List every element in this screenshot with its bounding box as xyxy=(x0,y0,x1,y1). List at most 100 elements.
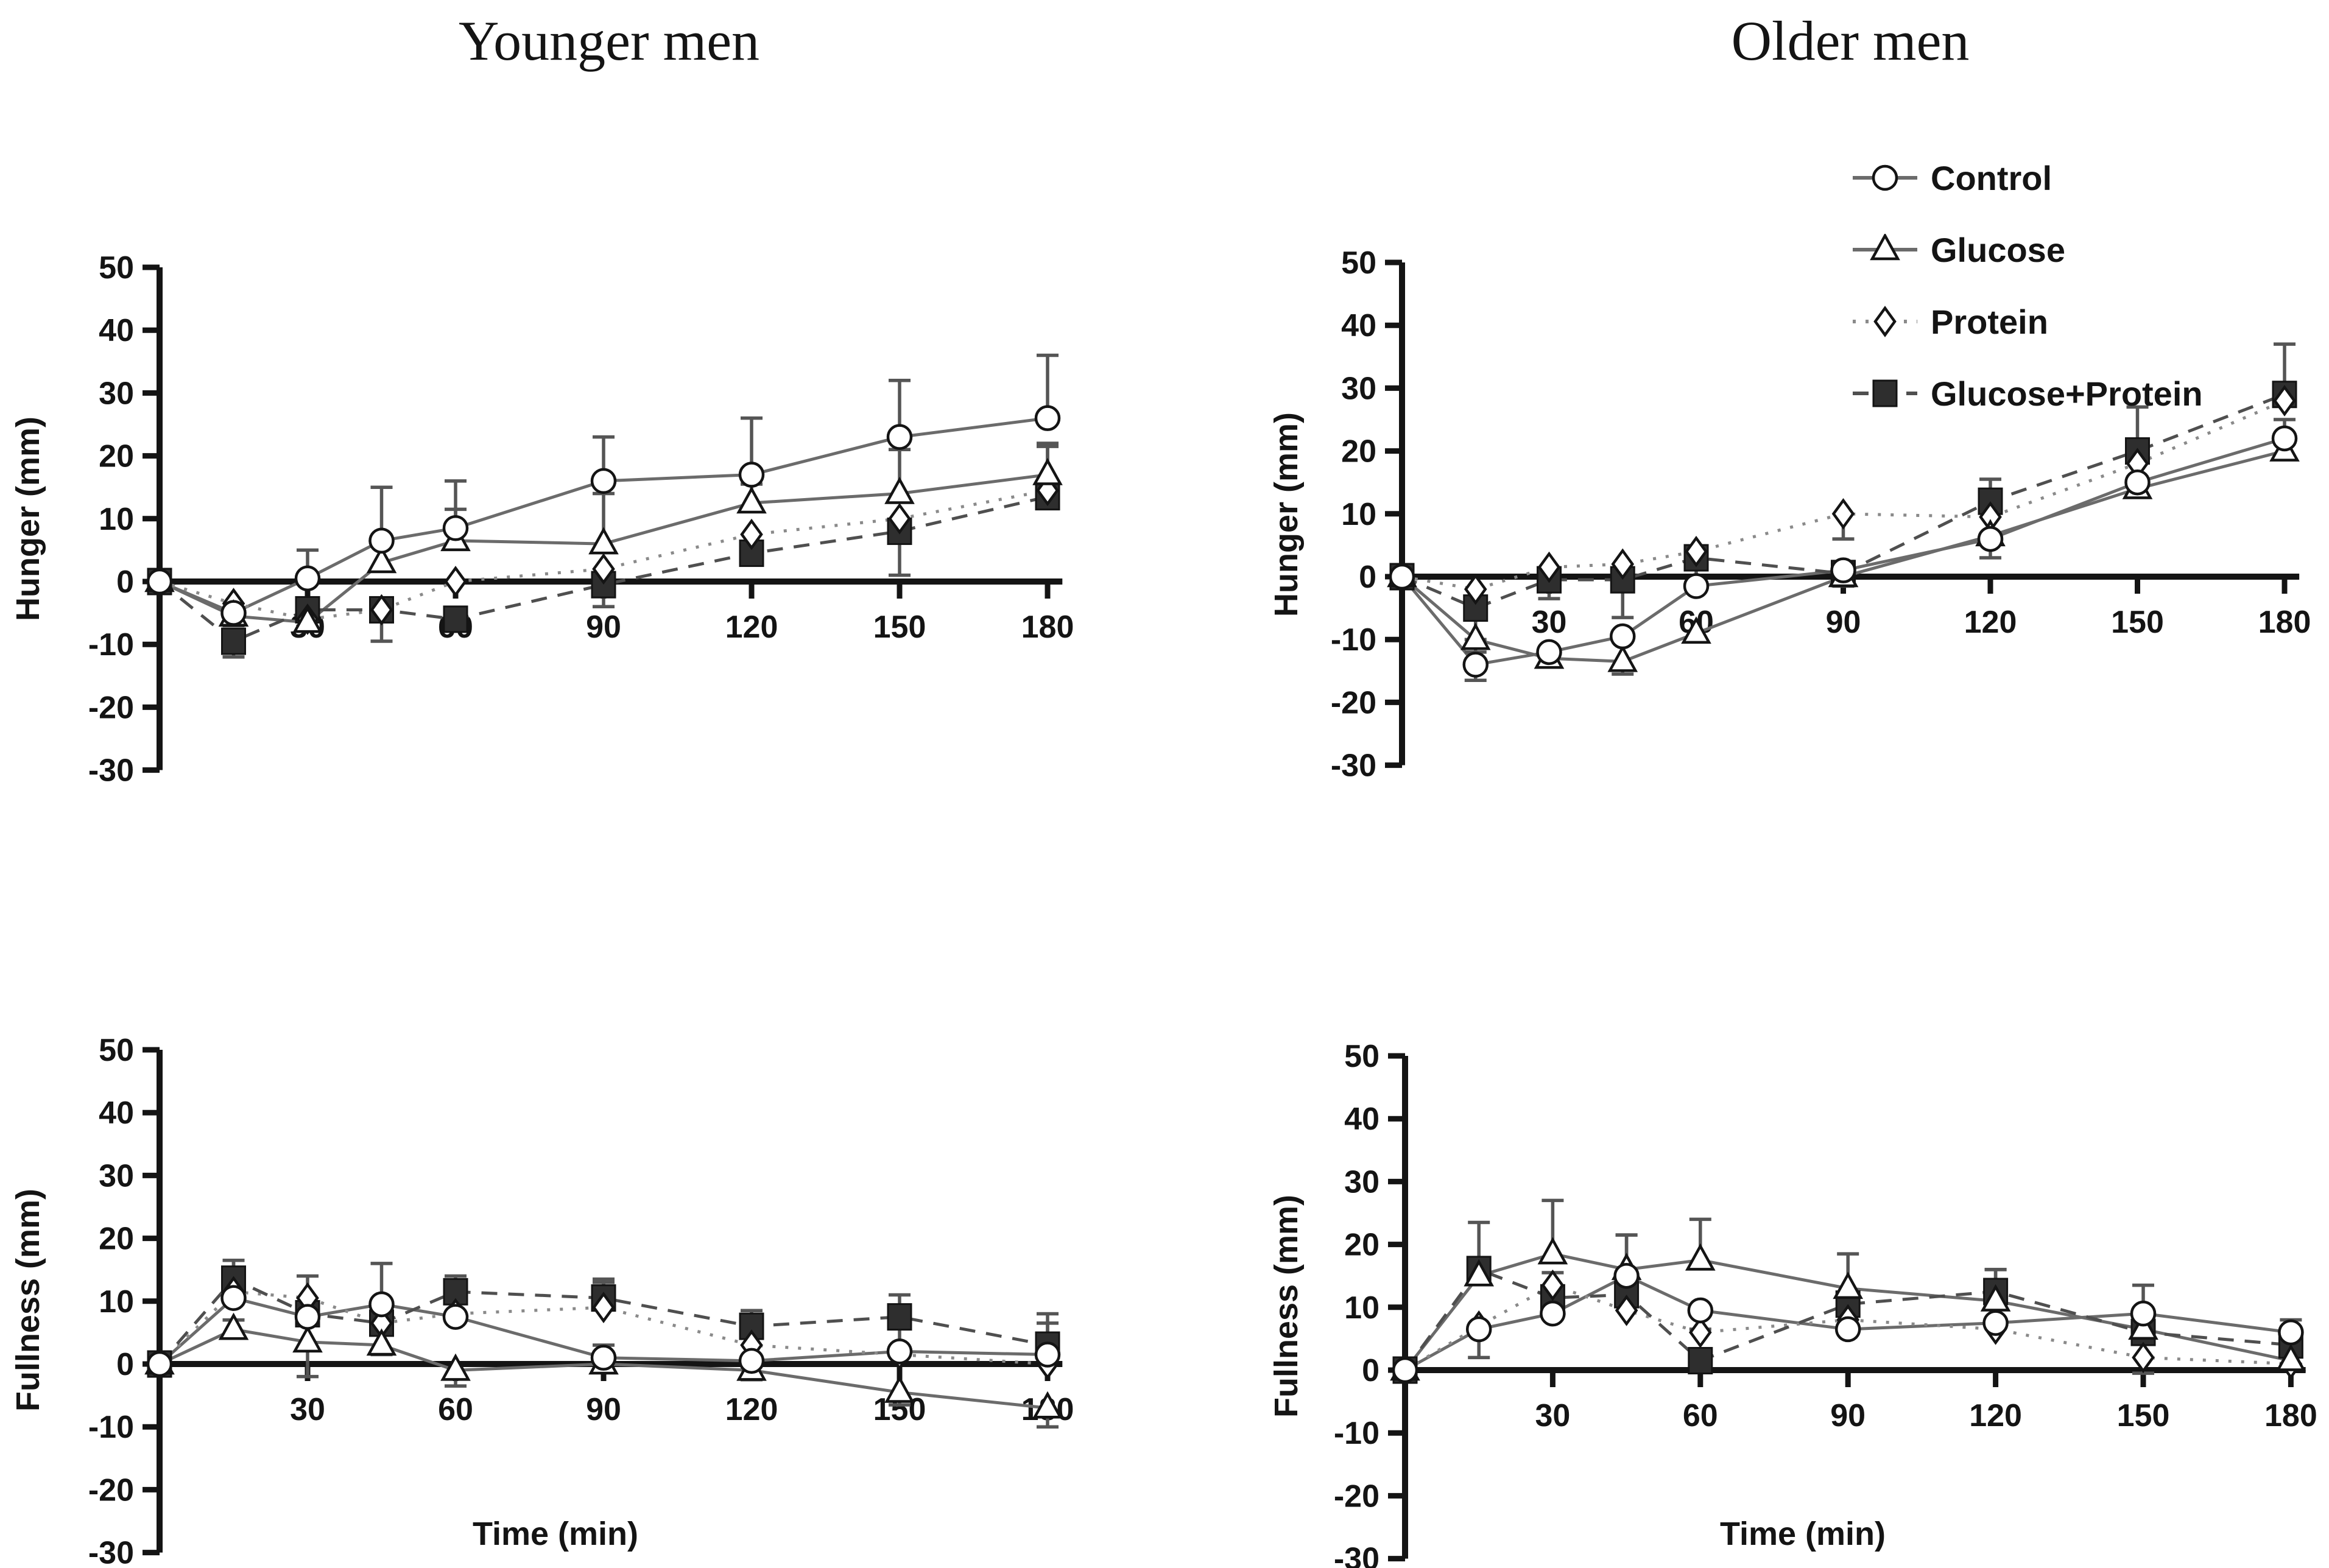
y-tick-label: 30 xyxy=(1344,1164,1379,1200)
circle-marker xyxy=(886,1338,913,1365)
triangle-marker xyxy=(1607,644,1638,672)
circle-marker xyxy=(146,568,173,595)
circle-legend-glyph xyxy=(1872,164,1898,191)
triangle-marker xyxy=(588,527,619,555)
diamond-marker xyxy=(1615,1295,1638,1326)
triangle-marker xyxy=(366,1328,397,1356)
triangle-marker xyxy=(440,1353,471,1381)
x-tick-label: 150 xyxy=(2111,605,2164,640)
square-marker xyxy=(221,627,246,655)
circle-marker xyxy=(368,527,395,554)
circle-marker xyxy=(738,462,765,488)
y-tick-label: 10 xyxy=(99,502,134,537)
y-tick-label: 10 xyxy=(99,1284,134,1320)
y-tick-label: 40 xyxy=(1341,308,1376,343)
legend-item-glucose-protein: Glucose+Protein xyxy=(1852,374,2203,413)
y-tick-label: 20 xyxy=(1341,434,1376,469)
y-tick-label: -10 xyxy=(1331,622,1376,658)
series-control-markers xyxy=(1392,1262,2304,1383)
y-tick-label: 50 xyxy=(1344,1039,1379,1074)
y-tick-label: 20 xyxy=(99,1222,134,1257)
circle-marker xyxy=(590,1345,617,1371)
triangle-marker xyxy=(292,605,323,633)
y-tick-label: 40 xyxy=(1344,1102,1379,1137)
triangle-marker xyxy=(1460,622,1491,650)
x-tick-label: 60 xyxy=(438,1392,473,1427)
y-axis-label-younger-hunger: Hunger (mm) xyxy=(10,417,46,621)
triangle-marker xyxy=(366,546,397,574)
y-tick-label: 50 xyxy=(99,1033,134,1068)
circle-marker xyxy=(1465,1316,1492,1343)
x-axis-label-younger: Time (min) xyxy=(472,1516,639,1552)
circle-marker xyxy=(368,1291,395,1318)
circle-marker xyxy=(442,515,469,541)
circle-marker xyxy=(1389,563,1415,590)
y-tick-label: 40 xyxy=(99,1095,134,1131)
triangle-marker xyxy=(736,486,767,514)
x-tick-label: 180 xyxy=(2264,1398,2317,1433)
glucose-protein-square-marker-icon xyxy=(1852,378,1919,409)
legend-item-control: Control xyxy=(1852,158,2052,197)
circle-marker xyxy=(1536,639,1562,666)
diamond-marker xyxy=(370,594,393,626)
diamond-marker xyxy=(592,1292,615,1323)
triangle-marker xyxy=(1681,616,1711,644)
x-tick-label: 30 xyxy=(290,1392,325,1427)
square-legend-glyph xyxy=(1872,379,1898,407)
x-tick-label: 150 xyxy=(873,610,926,645)
triangle-marker xyxy=(292,1325,323,1353)
y-axis-label-older-hunger: Hunger (mm) xyxy=(1268,412,1305,617)
y-tick-label: -10 xyxy=(88,1410,134,1445)
square-marker xyxy=(443,1278,468,1306)
circle-marker xyxy=(2124,469,2151,496)
y-axis-label-younger-fullness: Fullness (mm) xyxy=(10,1188,46,1412)
diamond-marker xyxy=(1685,535,1708,568)
y-tick-label: -30 xyxy=(1334,1542,1379,1568)
x-tick-label: 120 xyxy=(1964,605,2017,640)
panel-older-fullness: 50 40 30 20 10 0 -10 -20 -30 30 60 90 120 150 180 xyxy=(1334,1039,2317,1568)
circle-marker xyxy=(2278,1319,2304,1346)
circle-marker xyxy=(1834,1316,1861,1343)
circle-marker xyxy=(146,1351,173,1377)
circle-marker xyxy=(590,468,617,494)
square-marker xyxy=(443,605,468,633)
diamond-marker xyxy=(1464,573,1487,605)
y-tick-label: 30 xyxy=(1341,371,1376,406)
circle-marker xyxy=(1613,1262,1640,1289)
legend-label-control: Control xyxy=(1931,158,2052,197)
diamond-marker xyxy=(2273,385,2296,417)
diamond-marker xyxy=(1611,548,1635,580)
circle-marker xyxy=(1687,1297,1714,1324)
y-tick-label: 50 xyxy=(1341,245,1376,281)
y-tick-label: 10 xyxy=(1344,1290,1379,1326)
x-tick-label: 150 xyxy=(2117,1398,2170,1433)
y-tick-label: -30 xyxy=(88,753,134,789)
y-tick-label: 0 xyxy=(1359,560,1376,595)
y-tick-label: 20 xyxy=(99,439,134,474)
y-tick-label: 20 xyxy=(1344,1228,1379,1263)
circle-marker xyxy=(1982,1310,2009,1336)
control-circle-marker-icon xyxy=(1852,162,1919,194)
triangle-marker xyxy=(1685,1243,1716,1271)
legend-item-glucose: Glucose xyxy=(1852,231,2065,269)
square-marker xyxy=(887,1303,912,1331)
y-tick-label: 50 xyxy=(99,250,134,286)
series-control-markers xyxy=(1389,425,2298,678)
circle-marker xyxy=(2271,425,2298,452)
x-axis-label-older: Time (min) xyxy=(1719,1516,1886,1552)
triangle-marker xyxy=(1833,1271,1864,1299)
triangle-marker xyxy=(1464,1259,1495,1287)
triangle-legend-glyph xyxy=(1870,233,1900,261)
circle-marker xyxy=(1830,557,1856,583)
x-tick-label: 30 xyxy=(1532,605,1567,640)
diamond-marker xyxy=(1537,551,1561,583)
triangle-marker xyxy=(1537,1237,1568,1265)
circle-marker xyxy=(294,565,321,592)
panel-title-younger-men: Younger men xyxy=(458,10,760,72)
y-tick-label: -30 xyxy=(88,1536,134,1568)
legend-label-protein: Protein xyxy=(1931,302,2048,341)
